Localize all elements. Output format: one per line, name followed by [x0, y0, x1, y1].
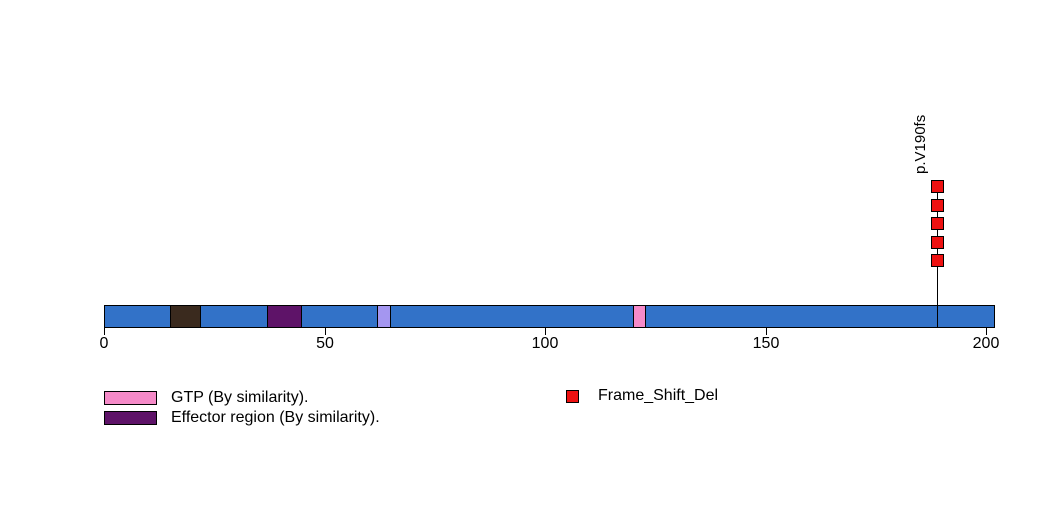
legend-item-effector-region: Effector region (By similarity).: [104, 408, 380, 428]
axis-tick: [766, 328, 767, 335]
axis-tick-label: 200: [972, 335, 1000, 352]
legend-item-gtp: GTP (By similarity).: [104, 388, 380, 408]
axis-tick-label: 100: [531, 335, 559, 352]
axis-tick: [104, 328, 105, 335]
effector-region-swatch: [104, 411, 157, 425]
domain-rect[interactable]: [170, 305, 201, 328]
domain-rect[interactable]: [377, 305, 391, 328]
mutation-square[interactable]: [930, 180, 944, 193]
axis-tick: [545, 328, 546, 335]
mutation-label: p.V190fs: [912, 114, 929, 174]
protein-bar: [104, 305, 995, 328]
axis-tick-label: 150: [752, 335, 780, 352]
domain-legend: GTP (By similarity). Effector region (By…: [104, 388, 380, 428]
gtp-domain-label: GTP (By similarity).: [171, 389, 309, 406]
mutation-square[interactable]: [930, 236, 944, 249]
legend-item-frame-shift-del: Frame_Shift_Del: [566, 386, 718, 406]
axis-tick-label: 0: [99, 335, 109, 352]
mutation-square[interactable]: [930, 199, 944, 212]
axis-tick-label: 50: [316, 335, 334, 352]
domain-rect[interactable]: [267, 305, 303, 328]
effector-region-label: Effector region (By similarity).: [171, 409, 380, 426]
mutation-square[interactable]: [930, 254, 944, 267]
mutation-square[interactable]: [930, 217, 944, 230]
domain-rect[interactable]: [633, 305, 647, 328]
axis-tick: [986, 328, 987, 335]
axis-tick: [325, 328, 326, 335]
frame-shift-del-label: Frame_Shift_Del: [598, 387, 719, 404]
frame-shift-del-swatch: [566, 389, 579, 403]
gtp-domain-swatch: [104, 391, 157, 405]
mutation-legend: Frame_Shift_Del: [566, 386, 718, 406]
